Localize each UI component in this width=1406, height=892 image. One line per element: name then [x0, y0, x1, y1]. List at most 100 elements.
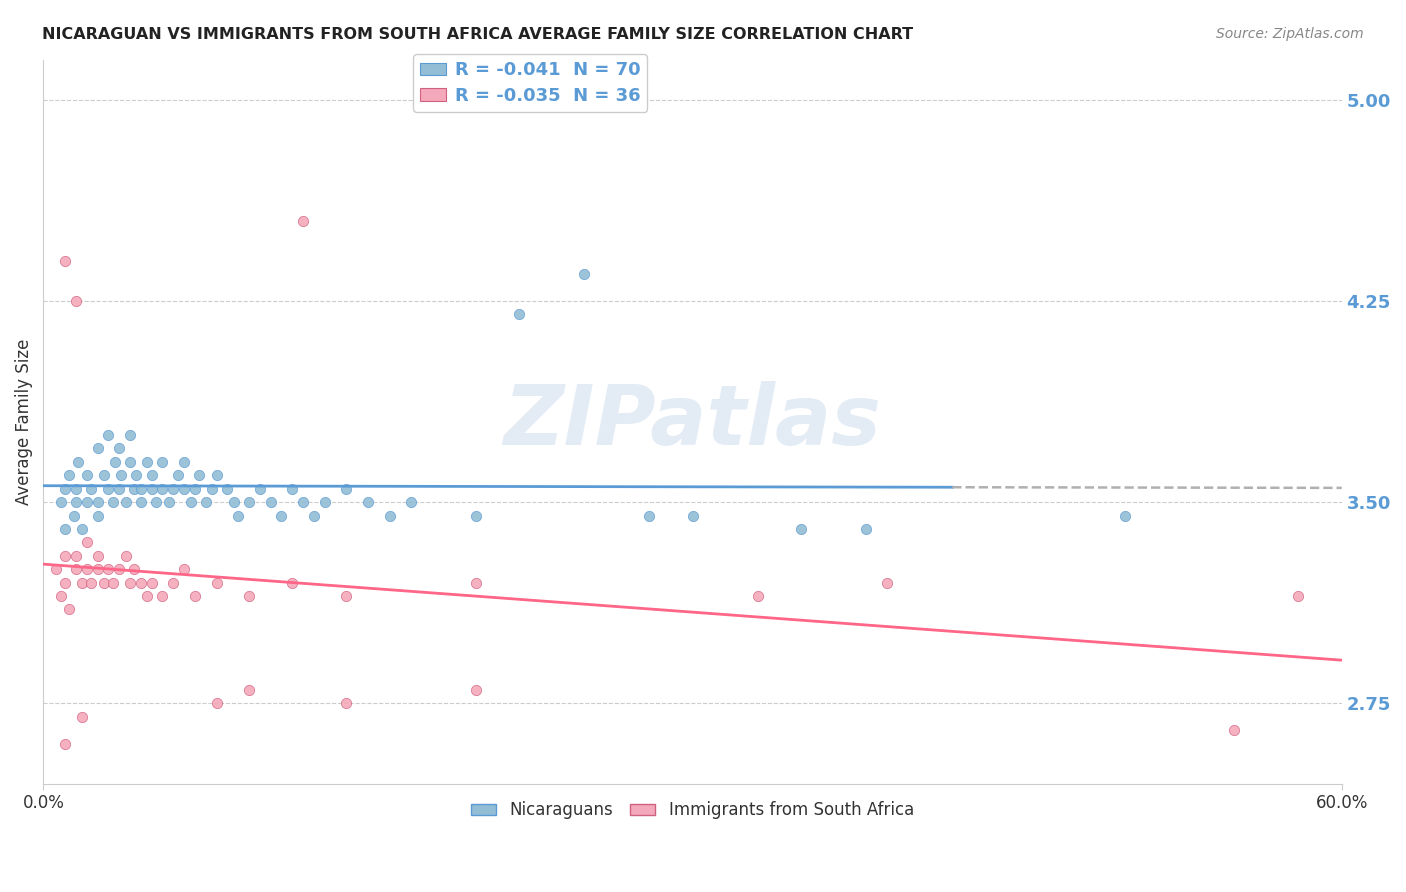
Point [53, 482, 76, 496]
Point [270, 508, 292, 523]
Point [141, 482, 163, 496]
Point [129, 575, 152, 590]
Point [80, 482, 103, 496]
Point [180, 495, 202, 509]
Point [53, 549, 76, 563]
Point [80, 575, 103, 590]
Point [157, 495, 180, 509]
Point [1288, 589, 1310, 603]
Point [238, 682, 260, 697]
Point [118, 428, 141, 442]
Point [67, 455, 90, 469]
Point [238, 589, 260, 603]
Point [93, 468, 115, 483]
Point [638, 508, 661, 523]
Point [141, 468, 163, 483]
Point [166, 468, 188, 483]
Point [1114, 508, 1136, 523]
Point [86, 508, 108, 523]
Point [101, 495, 124, 509]
Point [45, 562, 67, 576]
Point [129, 495, 152, 509]
Point [76, 495, 98, 509]
Point [72, 522, 94, 536]
Point [205, 468, 228, 483]
Text: NICARAGUAN VS IMMIGRANTS FROM SOUTH AFRICA AVERAGE FAMILY SIZE CORRELATION CHART: NICARAGUAN VS IMMIGRANTS FROM SOUTH AFRI… [42, 27, 914, 42]
Point [226, 508, 249, 523]
Point [53, 522, 76, 536]
Point [184, 589, 207, 603]
Point [335, 696, 357, 710]
Point [49, 495, 72, 509]
Point [357, 495, 380, 509]
Point [259, 495, 281, 509]
Point [76, 562, 98, 576]
Point [238, 495, 260, 509]
Point [65, 482, 87, 496]
Point [188, 468, 211, 483]
Point [86, 442, 108, 456]
Point [108, 562, 131, 576]
Point [162, 482, 184, 496]
Legend: Nicaraguans, Immigrants from South Africa: Nicaraguans, Immigrants from South Afric… [465, 795, 921, 826]
Point [108, 442, 131, 456]
Point [682, 508, 704, 523]
Point [222, 495, 245, 509]
Point [194, 495, 217, 509]
Point [205, 696, 228, 710]
Point [378, 508, 401, 523]
Point [173, 455, 195, 469]
Point [465, 682, 488, 697]
Point [108, 482, 131, 496]
Point [401, 495, 423, 509]
Point [125, 468, 148, 483]
Point [53, 737, 76, 751]
Point [49, 589, 72, 603]
Point [152, 589, 174, 603]
Point [335, 589, 357, 603]
Point [76, 468, 98, 483]
Point [292, 213, 315, 227]
Point [97, 562, 120, 576]
Point [747, 589, 769, 603]
Point [118, 455, 141, 469]
Point [86, 495, 108, 509]
Point [76, 535, 98, 549]
Point [86, 549, 108, 563]
Point [141, 575, 163, 590]
Point [97, 428, 120, 442]
Point [292, 495, 315, 509]
Point [65, 549, 87, 563]
Point [281, 482, 304, 496]
Point [62, 508, 84, 523]
Point [124, 562, 146, 576]
Point [465, 508, 488, 523]
Point [335, 482, 357, 496]
Point [65, 293, 87, 308]
Point [465, 575, 488, 590]
Y-axis label: Average Family Size: Average Family Size [15, 338, 32, 505]
Point [53, 253, 76, 268]
Point [314, 495, 336, 509]
Text: Source: ZipAtlas.com: Source: ZipAtlas.com [1216, 27, 1364, 41]
Point [58, 602, 80, 616]
Point [101, 575, 124, 590]
Point [129, 482, 152, 496]
Point [790, 522, 813, 536]
Point [302, 508, 325, 523]
Point [217, 482, 239, 496]
Point [53, 575, 76, 590]
Point [86, 562, 108, 576]
Point [152, 482, 174, 496]
Point [136, 455, 159, 469]
Point [1222, 723, 1244, 737]
Point [114, 495, 136, 509]
Point [72, 575, 94, 590]
Point [65, 495, 87, 509]
Point [184, 482, 207, 496]
Point [124, 482, 146, 496]
Point [173, 562, 195, 576]
Point [58, 468, 80, 483]
Point [508, 307, 530, 321]
Point [93, 575, 115, 590]
